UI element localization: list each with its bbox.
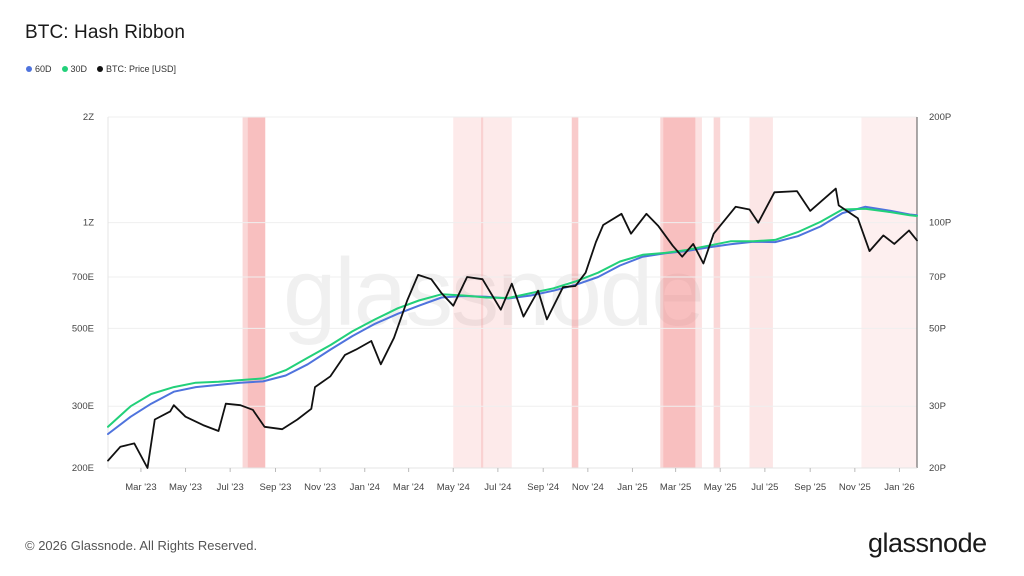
x-tick-label: Jul '25: [751, 482, 778, 493]
series-line-30d: [107, 207, 918, 428]
legend-label-price: BTC: Price [USD]: [106, 64, 177, 74]
chart-title: BTC: Hash Ribbon: [25, 22, 186, 43]
glassnode-logo: glassnode: [868, 528, 987, 558]
y-right-tick-label: 30P: [929, 401, 946, 412]
chart-legend: 60D 30D BTC: Price [USD]: [26, 64, 176, 74]
y-right-tick-label: 20P: [929, 463, 946, 474]
y-right-tick-label: 70P: [929, 272, 946, 283]
x-tick-label: Jul '23: [217, 482, 244, 493]
capitulation-band: [242, 117, 248, 468]
capitulation-band: [749, 117, 773, 468]
series-line-btc-price-usd: [107, 187, 918, 469]
legend-item-price[interactable]: BTC: Price [USD]: [97, 64, 176, 74]
x-tick-label: Sep '25: [794, 482, 826, 493]
x-tick-label: Mar '25: [660, 482, 691, 493]
capitulation-band: [483, 117, 512, 468]
x-tick-label: May '23: [169, 482, 202, 493]
legend-label-30d: 30D: [70, 64, 88, 74]
capitulation-band: [663, 117, 696, 468]
y-right-tick-label: 200P: [929, 112, 951, 123]
capitulation-band: [713, 117, 721, 468]
x-tick-label: Jul '24: [484, 482, 511, 493]
series-line-60d: [107, 205, 918, 435]
x-tick-label: Jan '25: [617, 482, 647, 493]
capitulation-band: [247, 117, 266, 468]
x-tick-label: Nov '25: [839, 482, 871, 493]
x-tick-label: May '24: [437, 482, 470, 493]
x-tick-label: Jan '26: [884, 482, 914, 493]
legend-label-60d: 60D: [35, 64, 52, 74]
legend-item-30d[interactable]: 30D: [61, 64, 88, 74]
capitulation-band: [660, 117, 664, 468]
y-left-tick-label: 500E: [72, 323, 94, 334]
capitulation-band: [571, 117, 579, 468]
x-tick-label: Nov '24: [572, 482, 604, 493]
legend-item-60d[interactable]: 60D: [26, 64, 52, 74]
legend-dot-60d: [26, 66, 32, 72]
legend-dot-price: [97, 66, 104, 72]
x-tick-label: Jan '24: [350, 482, 380, 493]
capitulation-band: [481, 117, 484, 468]
legend-dot-30d: [61, 66, 68, 72]
y-left-tick-label: 1Z: [83, 218, 94, 229]
x-tick-label: Nov '23: [304, 482, 336, 493]
capitulation-band: [695, 117, 702, 468]
x-tick-label: Mar '23: [125, 482, 156, 493]
y-left-tick-label: 700E: [72, 272, 94, 283]
x-tick-label: Sep '23: [260, 482, 292, 493]
x-tick-label: May '25: [704, 482, 737, 493]
y-right-tick-label: 100P: [929, 218, 951, 229]
y-left-tick-label: 300E: [72, 401, 94, 412]
y-left-tick-label: 2Z: [83, 112, 94, 123]
y-right-tick-label: 50P: [929, 323, 946, 334]
y-left-tick-label: 200E: [72, 463, 94, 474]
copyright-text: © 2026 Glassnode. All Rights Reserved.: [25, 538, 258, 553]
capitulation-band: [453, 117, 482, 468]
capitulation-band: [861, 117, 917, 468]
x-tick-label: Sep '24: [527, 482, 559, 493]
x-tick-label: Mar '24: [393, 482, 424, 493]
